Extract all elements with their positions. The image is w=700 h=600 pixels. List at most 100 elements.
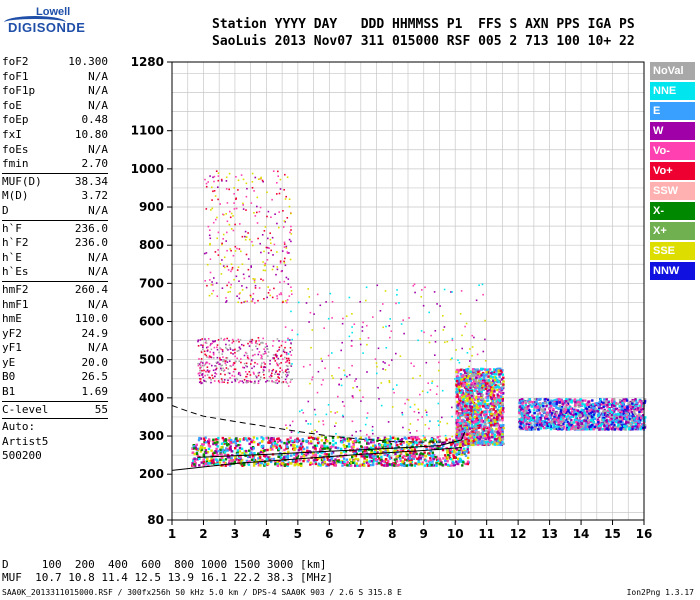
echo-point — [281, 340, 284, 343]
parameter-name: foEs — [2, 142, 29, 156]
parameter-name: M(D) — [2, 189, 29, 203]
echo-point — [314, 447, 317, 450]
echo-point — [222, 213, 224, 216]
echo-point — [371, 455, 375, 458]
echo-point — [205, 354, 208, 357]
echo-point — [525, 420, 529, 424]
echo-point — [257, 353, 260, 356]
echo-point — [208, 459, 211, 463]
echo-point — [376, 437, 380, 440]
echo-point — [500, 413, 504, 417]
echo-point — [279, 367, 282, 369]
parameter-value: 2.70 — [81, 157, 109, 171]
echo-point — [278, 459, 281, 463]
echo-point — [489, 375, 493, 378]
echo-point — [451, 442, 454, 445]
echo-point — [567, 417, 570, 421]
echo-point — [592, 420, 595, 424]
echo-point — [199, 364, 202, 367]
station-header: Station YYYY DAY DDD HHMMSS P1 FFS S AXN… — [212, 16, 635, 50]
echo-point — [611, 400, 614, 403]
echo-point — [474, 373, 477, 376]
echo-point — [201, 373, 204, 375]
echo-point — [454, 441, 457, 445]
echo-point — [418, 442, 421, 445]
echo-point — [455, 369, 459, 372]
echo-point — [577, 426, 580, 429]
echo-point — [602, 419, 606, 423]
echo-point — [492, 382, 496, 385]
echo-point — [237, 338, 240, 341]
echo-point — [269, 359, 271, 362]
echo-point — [334, 458, 337, 461]
echo-point — [373, 450, 376, 454]
echo-point — [576, 413, 580, 416]
echo-point — [612, 421, 616, 424]
echo-point — [461, 444, 465, 447]
echo-point — [498, 433, 502, 436]
echo-point — [501, 428, 504, 431]
echo-point — [266, 448, 269, 452]
echo-point — [204, 353, 206, 356]
echo-point — [269, 289, 271, 291]
echo-point — [538, 420, 541, 423]
echo-point — [462, 379, 465, 383]
echo-point — [212, 176, 214, 179]
echo-point — [499, 369, 503, 372]
echo-point — [314, 455, 317, 458]
parameter-value: N/A — [88, 69, 108, 83]
echo-point — [278, 363, 281, 365]
echo-point — [496, 388, 499, 392]
echo-point — [286, 361, 288, 363]
echo-point — [500, 395, 503, 398]
echo-point — [424, 459, 427, 462]
echo-point — [486, 403, 489, 406]
parameter-row: hmF1 N/A — [2, 298, 108, 313]
echo-point — [459, 399, 462, 402]
echo-point — [354, 464, 357, 467]
echo-point — [424, 439, 427, 442]
echo-point — [385, 437, 388, 441]
echo-point — [321, 447, 324, 450]
echo-point — [600, 418, 604, 422]
echo-point — [236, 350, 239, 352]
echo-point — [524, 401, 527, 405]
echo-point — [487, 379, 490, 382]
echo-point — [486, 440, 490, 444]
echo-point — [223, 256, 226, 259]
echo-point — [245, 182, 248, 185]
echo-point — [258, 210, 261, 213]
echo-point — [581, 399, 584, 402]
echo-point — [395, 441, 398, 444]
echo-point — [500, 440, 503, 444]
echo-point — [361, 451, 365, 454]
echo-point — [266, 296, 268, 299]
echo-point — [278, 439, 282, 442]
echo-point — [543, 416, 547, 419]
echo-point — [470, 374, 473, 378]
echo-point — [449, 451, 452, 455]
echo-point — [206, 366, 209, 368]
echo-point — [488, 416, 492, 419]
echo-point — [369, 451, 373, 454]
echo-point — [472, 394, 475, 397]
echo-point — [519, 408, 523, 411]
echo-point — [258, 371, 261, 374]
echo-point — [488, 439, 492, 442]
echo-point — [262, 269, 265, 272]
echo-point — [332, 459, 336, 463]
echo-point — [387, 450, 390, 453]
echo-point — [643, 401, 646, 404]
echo-point — [209, 237, 212, 240]
echo-point — [484, 384, 487, 387]
echo-point — [279, 370, 281, 373]
echo-point — [460, 430, 463, 433]
echo-point — [219, 357, 221, 359]
echo-point — [464, 454, 468, 457]
echo-point — [457, 429, 460, 432]
echo-point — [472, 375, 475, 378]
parameter-value: 236.0 — [74, 236, 108, 250]
echo-point — [469, 434, 472, 438]
echo-point — [497, 380, 500, 384]
echo-point — [283, 280, 286, 283]
